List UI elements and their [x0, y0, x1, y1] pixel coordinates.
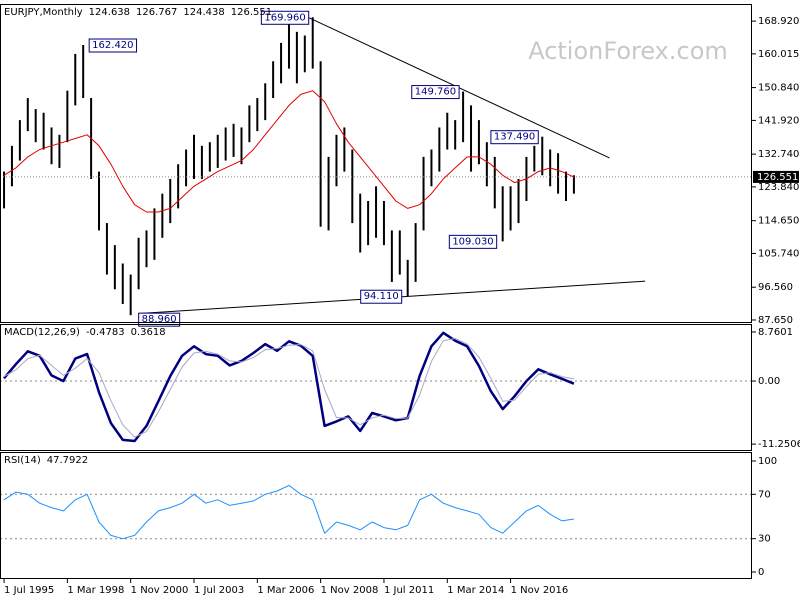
series-line [3, 90, 575, 213]
header-value: 124.638 [89, 7, 130, 18]
series-line [3, 338, 574, 438]
x-tick-label: 1 Jul 1995 [4, 585, 54, 596]
price-label-box [88, 38, 138, 53]
x-tick-label: 1 Nov 2008 [321, 585, 379, 596]
price-label: 162.420 [92, 40, 133, 51]
y-tick-label: 0.00 [758, 376, 780, 387]
header-value: 47.7922 [47, 455, 88, 466]
price-label-box [360, 289, 403, 304]
y-tick-label: 0 [758, 567, 764, 578]
y-tick-label: 96.560 [758, 282, 793, 293]
price-label: 169.960 [264, 12, 305, 23]
price-label-box [490, 130, 539, 145]
price-label-box [448, 234, 498, 249]
y-tick-label: 160.015 [758, 49, 799, 60]
price-label: 88.960 [142, 314, 177, 325]
price-label-box [260, 10, 310, 25]
price-label: 137.490 [494, 132, 535, 143]
plot-area [0, 331, 752, 443]
series-line [3, 331, 575, 443]
panel-title: EURJPY,Monthly [4, 7, 83, 18]
x-tick-label: 1 Mar 2006 [257, 585, 314, 596]
panel-frame [0, 452, 752, 579]
price-label: 109.030 [452, 236, 493, 247]
watermark: ActionForex.com [528, 37, 728, 65]
panel-frame [0, 4, 752, 323]
price-label: 149.760 [415, 87, 456, 98]
x-tick-label: 1 Mar 2014 [447, 585, 504, 596]
header-value: -0.4783 [86, 327, 125, 338]
plot-area [0, 484, 752, 540]
series-line [3, 484, 574, 540]
price-label-box [411, 85, 460, 100]
panel-title: MACD(12,26,9) [4, 327, 80, 338]
y-tick-label: 100 [758, 456, 777, 467]
header-value: 0.3618 [131, 327, 166, 338]
y-tick-label: 105.740 [758, 248, 799, 259]
panel-frame [0, 324, 752, 451]
header-value: 124.438 [183, 7, 224, 18]
y-tick-label: 8.7601 [758, 327, 793, 338]
panel-title: RSI(14) [4, 455, 41, 466]
y-tick-label: 30 [758, 534, 771, 545]
y-tick-label: 168.920 [758, 16, 799, 27]
y-tick-label: 123.840 [758, 182, 799, 193]
y-tick-label: 114.650 [758, 216, 799, 227]
x-tick-label: 1 Jul 2003 [194, 585, 244, 596]
header-value: 126.767 [136, 7, 177, 18]
y-tick-label: 70 [758, 489, 771, 500]
y-tick-label: -11.2506 [758, 439, 800, 450]
x-tick-label: 1 Mar 1998 [67, 585, 124, 596]
x-tick-label: 1 Nov 2000 [131, 585, 189, 596]
x-tick-label: 1 Nov 2016 [511, 585, 569, 596]
x-tick-label: 1 Jul 2011 [384, 585, 434, 596]
y-tick-label: 141.920 [758, 115, 799, 126]
y-tick-label: 150.840 [758, 83, 799, 94]
y-tick-label: 132.740 [758, 149, 799, 160]
y-tick-label: 87.650 [758, 315, 793, 326]
current-price-box [753, 170, 799, 183]
header-value: 126.551 [231, 7, 272, 18]
current-price-label: 126.551 [757, 172, 798, 183]
price-label: 94.110 [364, 291, 399, 302]
